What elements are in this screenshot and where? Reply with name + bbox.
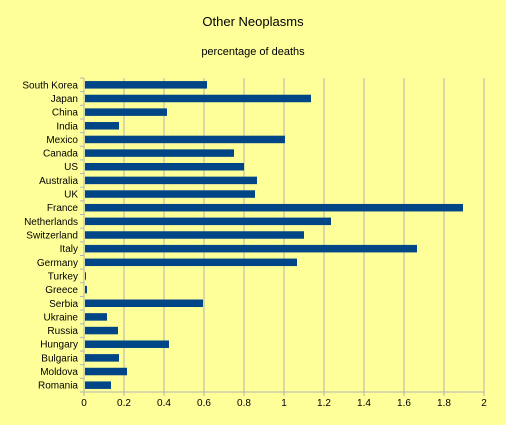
x-tick-label: 1.2 <box>317 398 331 409</box>
category-label: Ukraine <box>44 312 79 323</box>
category-label: Russia <box>47 326 78 337</box>
bar <box>85 81 207 89</box>
category-label: Serbia <box>49 299 78 310</box>
category-label: Bulgaria <box>41 353 78 364</box>
x-tick-label: 1 <box>281 398 287 409</box>
category-label: France <box>47 203 79 214</box>
category-label: Australia <box>39 176 78 187</box>
bar <box>85 244 417 253</box>
bar <box>85 340 169 348</box>
category-label: UK <box>64 190 78 201</box>
bar <box>85 135 285 144</box>
bar <box>85 381 111 389</box>
category-label: Turkey <box>48 271 78 282</box>
x-tick-label: 1.6 <box>397 398 411 409</box>
category-label: Germany <box>37 258 78 269</box>
x-tick-label: 0.4 <box>157 398 171 409</box>
category-label: US <box>64 162 78 173</box>
bar <box>85 217 331 226</box>
category-label: Canada <box>43 149 78 160</box>
bar <box>85 162 244 171</box>
axes <box>80 77 485 396</box>
bar <box>85 203 463 212</box>
chart-title: Other Neoplasms <box>202 14 304 29</box>
x-tick-label: 1.8 <box>437 398 451 409</box>
bar <box>85 354 119 362</box>
bar <box>85 176 257 185</box>
x-tick-label: 0.2 <box>117 398 131 409</box>
bar <box>85 231 304 239</box>
category-label: Italy <box>60 244 78 255</box>
category-label: Switzerland <box>26 231 78 242</box>
category-label: Japan <box>51 94 78 105</box>
category-label: India <box>56 121 78 132</box>
bars <box>85 81 463 389</box>
bar <box>85 149 234 157</box>
bar <box>85 94 311 103</box>
category-label: South Korea <box>22 80 78 91</box>
category-label: Netherlands <box>24 217 78 228</box>
category-label: Greece <box>45 285 78 296</box>
x-tick-label: 1.4 <box>357 398 371 409</box>
category-label: Mexico <box>46 135 78 146</box>
bar <box>85 299 203 308</box>
chart-subtitle: percentage of deaths <box>201 46 305 58</box>
bar <box>85 108 167 116</box>
bar <box>85 367 127 376</box>
x-tick-label: 0 <box>81 398 87 409</box>
bar <box>85 190 255 198</box>
bar <box>85 285 87 294</box>
category-label: China <box>52 108 79 119</box>
bar <box>85 122 119 130</box>
bar <box>85 326 118 335</box>
category-label: Hungary <box>40 340 78 351</box>
bar <box>85 258 297 267</box>
labels: 0 0.2 0.4 0.6 0.8 1 1.2 1.4 1.6 1.8 2 South Korea Ja… <box>22 80 487 409</box>
category-label: Romania <box>38 381 78 392</box>
x-tick-label: 0.6 <box>197 398 211 409</box>
bar <box>85 272 86 280</box>
x-tick-label: 0.8 <box>237 398 251 409</box>
bar <box>85 313 107 321</box>
x-tick-label: 2 <box>481 398 487 409</box>
category-label: Moldova <box>40 367 78 378</box>
